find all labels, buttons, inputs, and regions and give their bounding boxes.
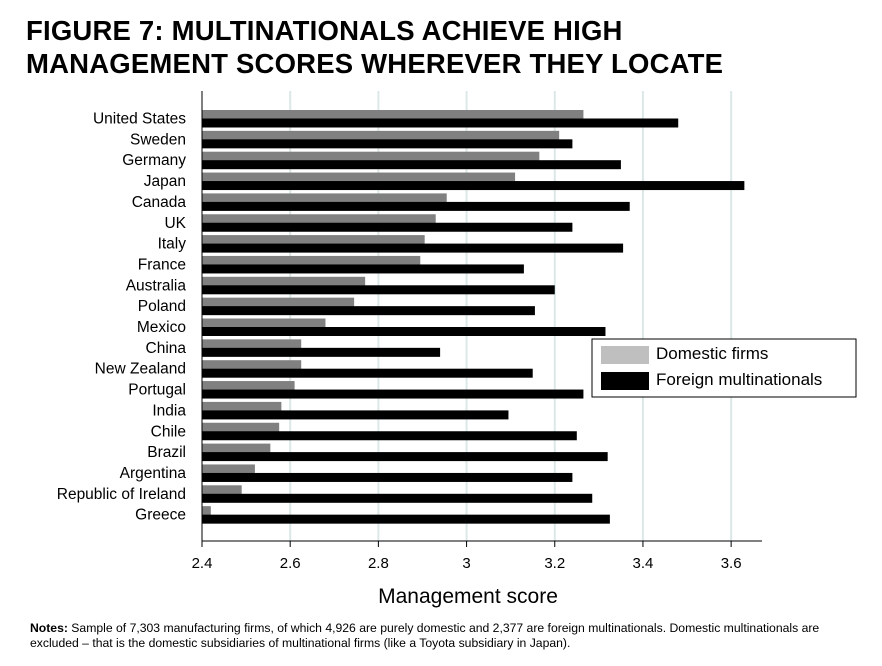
bar-domestic (202, 130, 560, 140)
x-tick-label: 3.4 (633, 555, 654, 572)
bar-domestic (202, 339, 302, 349)
category-label: Brazil (147, 444, 186, 461)
bar-foreign (202, 201, 630, 211)
bar-foreign (202, 368, 533, 378)
chart-notes: Notes: Sample of 7,303 manufacturing fir… (30, 621, 870, 651)
category-label: Argentina (120, 465, 187, 482)
bar-foreign (202, 347, 441, 357)
category-label: India (152, 402, 186, 419)
bar-foreign (202, 181, 745, 191)
bar-foreign (202, 493, 593, 503)
category-label: China (146, 340, 187, 357)
bar-domestic (202, 110, 584, 119)
bar-foreign (202, 306, 535, 316)
category-label: Germany (122, 152, 186, 169)
bar-foreign (202, 285, 555, 295)
bar-foreign (202, 222, 573, 232)
category-label: Japan (144, 173, 186, 190)
bar-foreign (202, 160, 621, 170)
bar-domestic (202, 485, 242, 495)
bar-domestic (202, 214, 436, 224)
notes-label: Notes: (30, 621, 68, 635)
bar-domestic (202, 401, 282, 411)
category-label: United States (93, 111, 186, 128)
legend-swatch-domestic (601, 346, 649, 364)
x-tick-label: 3.6 (721, 555, 742, 572)
bar-domestic (202, 235, 425, 245)
bar-foreign (202, 452, 608, 462)
bar-foreign (202, 472, 573, 482)
bar-foreign (202, 410, 509, 420)
category-label: Sweden (130, 131, 186, 148)
x-tick-label: 3.2 (544, 555, 565, 572)
category-label: Greece (135, 507, 186, 524)
bar-domestic (202, 360, 302, 370)
category-label: Chile (151, 423, 186, 440)
bar-foreign (202, 514, 610, 524)
bar-domestic (202, 443, 271, 453)
legend-swatch-foreign (601, 372, 649, 390)
category-label: Australia (126, 277, 187, 294)
x-tick-label: 2.8 (368, 555, 389, 572)
x-axis-title: Management score (378, 585, 558, 608)
category-label: New Zealand (95, 361, 186, 378)
category-label: Italy (158, 236, 187, 253)
bar-domestic (202, 255, 421, 265)
figure-title: FIGURE 7: MULTINATIONALS ACHIEVE HIGH MA… (26, 14, 876, 80)
bar-domestic (202, 422, 280, 432)
bar-foreign (202, 389, 584, 399)
bar-domestic (202, 318, 326, 328)
category-label: Mexico (137, 319, 186, 336)
bar-foreign (202, 118, 679, 128)
category-label: Poland (138, 298, 186, 315)
x-tick-label: 3 (462, 555, 470, 572)
bar-foreign (202, 243, 624, 253)
bar-domestic (202, 381, 295, 391)
bar-foreign (202, 431, 577, 441)
notes-text: Sample of 7,303 manufacturing firms, of … (30, 621, 820, 650)
title-line-1: FIGURE 7: MULTINATIONALS ACHIEVE HIGH (26, 15, 623, 46)
category-label: Republic of Ireland (57, 486, 186, 503)
title-line-2: MANAGEMENT SCORES WHEREVER THEY LOCATE (26, 48, 724, 79)
bar-domestic (202, 172, 516, 182)
legend-label-foreign: Foreign multinationals (656, 370, 822, 389)
category-label: Canada (132, 194, 187, 211)
bar-foreign (202, 264, 524, 274)
bar-domestic (202, 464, 255, 474)
bar-domestic (202, 151, 540, 161)
bar-domestic (202, 193, 447, 203)
bar-chart: United States Sweden Germany Japan Canada UK I… (57, 91, 857, 608)
category-label: UK (164, 215, 186, 232)
bar-foreign (202, 139, 573, 149)
category-label: Portugal (128, 382, 186, 399)
x-tick-label: 2.6 (280, 555, 301, 572)
bar-domestic (202, 506, 211, 516)
bar-domestic (202, 297, 355, 307)
bar-foreign (202, 327, 606, 336)
bar-domestic (202, 276, 366, 286)
category-label: France (138, 256, 186, 273)
legend-label-domestic: Domestic firms (656, 344, 768, 363)
x-tick-label: 2.4 (192, 555, 213, 572)
